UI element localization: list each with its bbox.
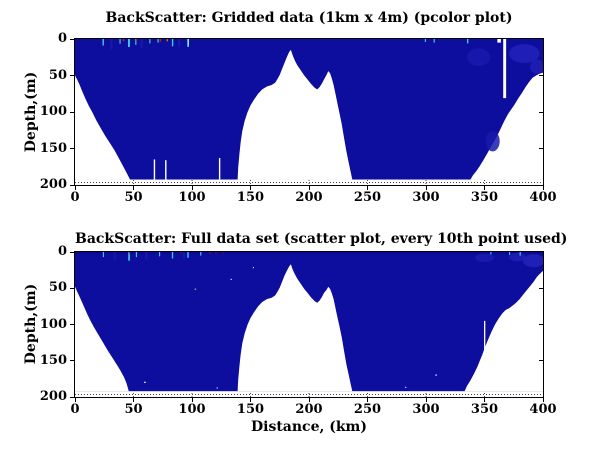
y-tick-mark bbox=[70, 360, 74, 362]
x-tick-mark bbox=[484, 186, 485, 190]
y-tick-label: 0 bbox=[57, 244, 67, 259]
x-tick-label: 200 bbox=[295, 402, 323, 417]
x-tick-label: 350 bbox=[470, 402, 499, 417]
x-tick-label: 250 bbox=[353, 190, 382, 205]
top-plot-title: BackScatter: Gridded data (1km x 4m) (pc… bbox=[105, 10, 513, 26]
x-tick-label: 100 bbox=[178, 402, 206, 417]
y-tick-label: 200 bbox=[39, 389, 67, 404]
x-tick-label: 50 bbox=[124, 402, 143, 417]
y-tick-mark-right bbox=[539, 148, 543, 149]
y-tick-label: 100 bbox=[39, 316, 67, 332]
x-tick-label: 400 bbox=[529, 402, 557, 417]
bottom-plot-area bbox=[74, 251, 544, 398]
central-ridge-gap bbox=[237, 264, 353, 392]
y-tick-mark bbox=[70, 396, 74, 398]
x-tick-mark bbox=[425, 398, 427, 402]
y-tick-mark-right bbox=[539, 111, 543, 113]
right-slope-gap bbox=[464, 270, 543, 392]
y-tick-mark bbox=[70, 184, 74, 186]
y-tick-label: 200 bbox=[39, 177, 67, 192]
y-tick-mark-right bbox=[539, 287, 543, 289]
y-tick-mark bbox=[70, 148, 74, 149]
x-tick-label: 350 bbox=[470, 190, 499, 205]
x-tick-mark bbox=[191, 398, 193, 402]
full-dataset-scatter-canvas bbox=[75, 252, 543, 397]
x-tick-mark bbox=[367, 398, 368, 402]
x-tick-mark bbox=[250, 186, 251, 190]
x-tick-label: 300 bbox=[412, 190, 440, 205]
y-tick-label: 150 bbox=[39, 352, 67, 368]
y-tick-mark bbox=[70, 38, 74, 40]
y-tick-label: 50 bbox=[48, 67, 67, 83]
y-tick-mark-right bbox=[539, 75, 543, 76]
x-tick-label: 0 bbox=[70, 190, 80, 205]
central-ridge-gap bbox=[237, 49, 353, 180]
x-tick-mark bbox=[484, 398, 485, 402]
x-tick-label: 300 bbox=[412, 402, 440, 417]
y-tick-mark bbox=[70, 111, 74, 113]
x-tick-mark bbox=[74, 186, 76, 190]
left-slope-gap bbox=[75, 75, 130, 180]
left-slope-gap bbox=[75, 286, 129, 392]
x-axis-label: Distance, (km) bbox=[251, 419, 367, 435]
y-tick-label: 0 bbox=[57, 31, 67, 46]
y-tick-mark-right bbox=[539, 324, 543, 325]
x-tick-label: 400 bbox=[529, 190, 557, 205]
y-tick-mark bbox=[70, 287, 74, 289]
x-tick-label: 50 bbox=[124, 190, 143, 205]
x-tick-mark bbox=[425, 186, 427, 190]
y-tick-label: 50 bbox=[48, 280, 67, 296]
top-plot-area bbox=[74, 38, 544, 186]
x-tick-mark bbox=[133, 186, 134, 190]
x-tick-label: 250 bbox=[353, 402, 382, 417]
y-tick-label: 100 bbox=[39, 104, 67, 119]
x-tick-label: 150 bbox=[236, 190, 265, 205]
y-tick-mark-right bbox=[539, 360, 543, 362]
right-slope-gap bbox=[470, 72, 543, 180]
x-tick-label: 200 bbox=[295, 190, 323, 205]
x-tick-mark bbox=[133, 398, 134, 402]
x-tick-mark bbox=[74, 398, 76, 402]
y-tick-label: 150 bbox=[39, 140, 67, 156]
x-tick-mark bbox=[308, 186, 310, 190]
x-tick-mark bbox=[542, 398, 544, 402]
y-tick-mark bbox=[70, 75, 74, 76]
x-tick-label: 150 bbox=[236, 402, 265, 417]
bottom-plot-title: BackScatter: Full data set (scatter plot… bbox=[75, 231, 568, 247]
gridded-pcolor-canvas bbox=[75, 39, 543, 185]
x-tick-label: 0 bbox=[70, 402, 80, 417]
y-tick-mark bbox=[70, 251, 74, 253]
y-tick-mark bbox=[70, 324, 74, 325]
x-tick-label: 100 bbox=[178, 190, 206, 205]
x-tick-mark bbox=[308, 398, 310, 402]
x-tick-mark bbox=[250, 398, 251, 402]
x-tick-mark bbox=[367, 186, 368, 190]
x-tick-mark bbox=[542, 186, 544, 190]
x-tick-mark bbox=[191, 186, 193, 190]
